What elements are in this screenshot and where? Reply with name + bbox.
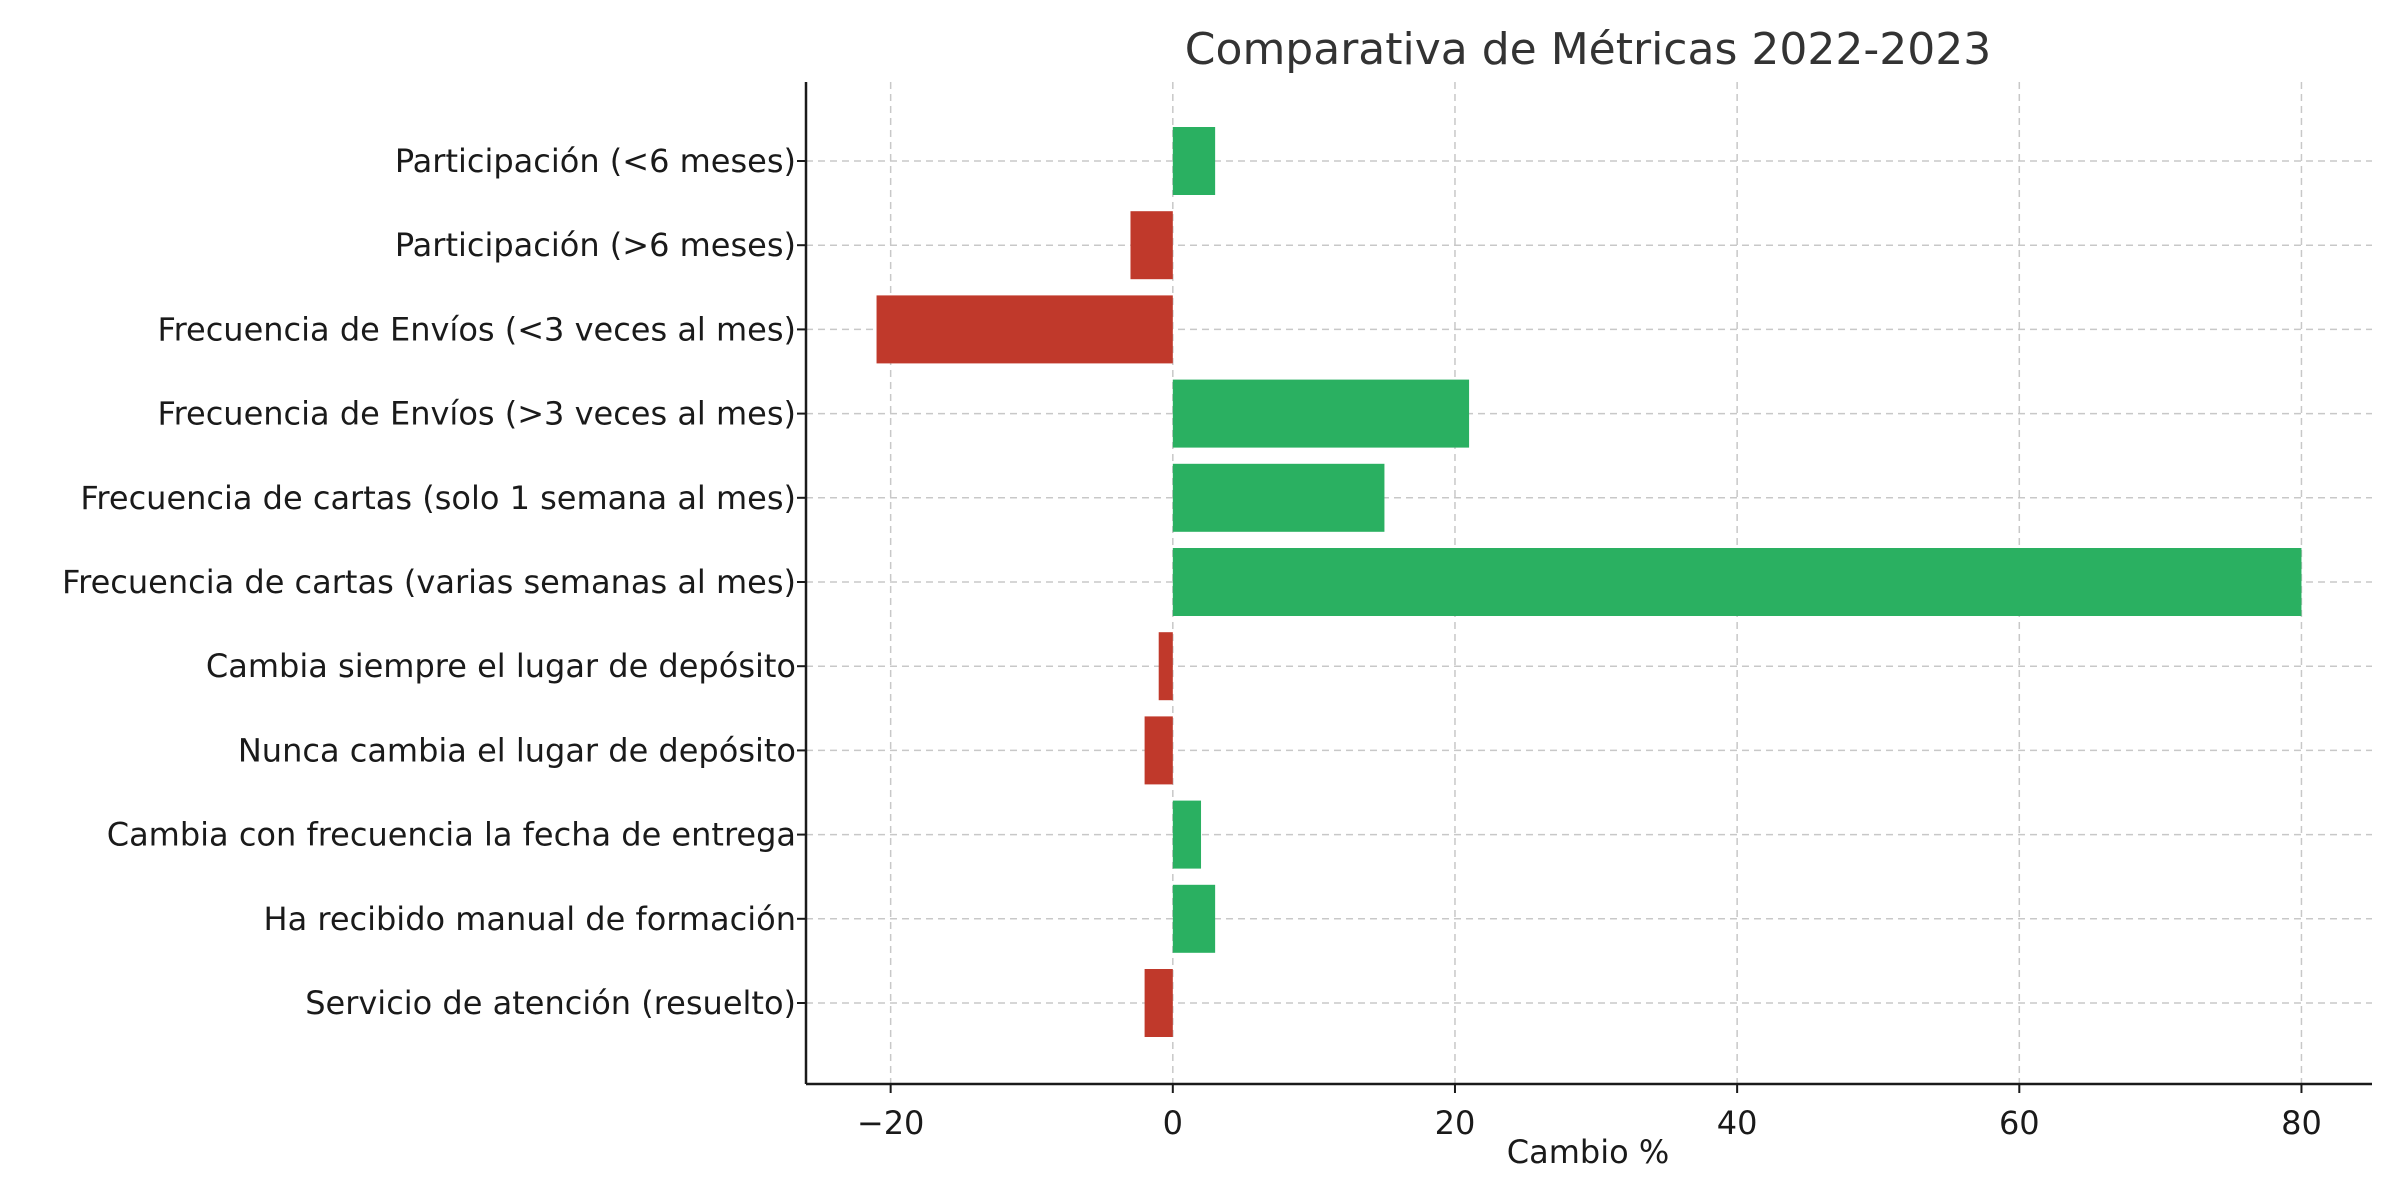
- bar: [1144, 716, 1173, 785]
- bar: [1172, 127, 1216, 195]
- x-tick-label: 20: [1435, 1104, 1476, 1142]
- category-label: Frecuencia de cartas (varias semanas al …: [62, 563, 796, 601]
- x-tick-label: 0: [1163, 1104, 1183, 1142]
- category-label: Nunca cambia el lugar de depósito: [238, 731, 796, 769]
- chart-title: Comparativa de Métricas 2022-2023: [1185, 24, 1991, 75]
- y-ticks: Participación (<6 meses) Participación (>…: [62, 142, 806, 1022]
- x-tick-label: 40: [1717, 1104, 1758, 1142]
- category-label: Frecuencia de Envíos (>3 veces al mes): [157, 395, 796, 433]
- category-label: Participación (>6 meses): [395, 226, 796, 264]
- category-label: Cambia con frecuencia la fecha de entreg…: [107, 816, 796, 854]
- bar: [1172, 548, 2302, 616]
- bar: [1172, 884, 1216, 953]
- category-label: Participación (<6 meses): [395, 142, 796, 180]
- bar: [1172, 800, 1202, 869]
- x-axis-label: Cambio %: [1507, 1133, 1669, 1171]
- bar: [1130, 211, 1173, 280]
- bar: [1158, 632, 1173, 701]
- category-label: Frecuencia de Envíos (<3 veces al mes): [157, 310, 796, 348]
- x-tick-label: 60: [1999, 1104, 2040, 1142]
- x-tick-label: 80: [2281, 1104, 2322, 1142]
- bar: [876, 295, 1173, 364]
- category-label: Frecuencia de cartas (solo 1 semana al m…: [80, 479, 796, 517]
- bar: [1144, 969, 1173, 1037]
- category-label: Servicio de atención (resuelto): [305, 984, 796, 1022]
- x-tick-label: −20: [857, 1104, 925, 1142]
- category-label: Cambia siempre el lugar de depósito: [206, 647, 796, 685]
- bar: [1172, 463, 1385, 532]
- category-label: Ha recibido manual de formación: [264, 900, 796, 938]
- bars-layer: [876, 127, 2302, 1037]
- x-ticks: −20 0 20 40 60 80: [857, 1084, 2322, 1142]
- bar: [1172, 379, 1470, 448]
